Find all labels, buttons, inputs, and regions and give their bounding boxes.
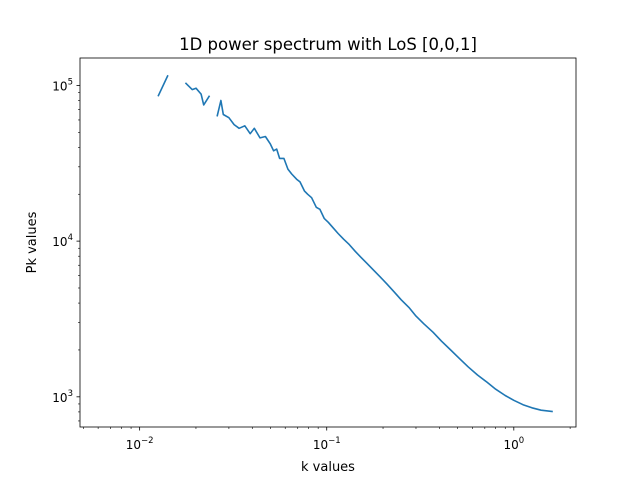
axes-frame [79,57,577,428]
y-tick-label: 105 [52,77,73,93]
x-tick-label: 100 [503,436,524,452]
axis-ticks: 10−2 10−1 100 103 104 105 [52,77,571,452]
y-tick-label: 103 [52,389,73,405]
x-tick-label: 10−1 [313,436,341,452]
series-line-segment [157,74,169,97]
y-axis-label: Pk values [25,211,40,273]
series-line-segment [216,99,553,413]
x-tick-label: 10−2 [126,436,154,452]
y-tick-label: 104 [52,233,73,249]
plot-area [157,74,553,413]
x-axis-label: k values [301,460,355,475]
chart-title: 1D power spectrum with LoS [0,0,1] [179,35,477,54]
series-line-segment [184,82,211,106]
